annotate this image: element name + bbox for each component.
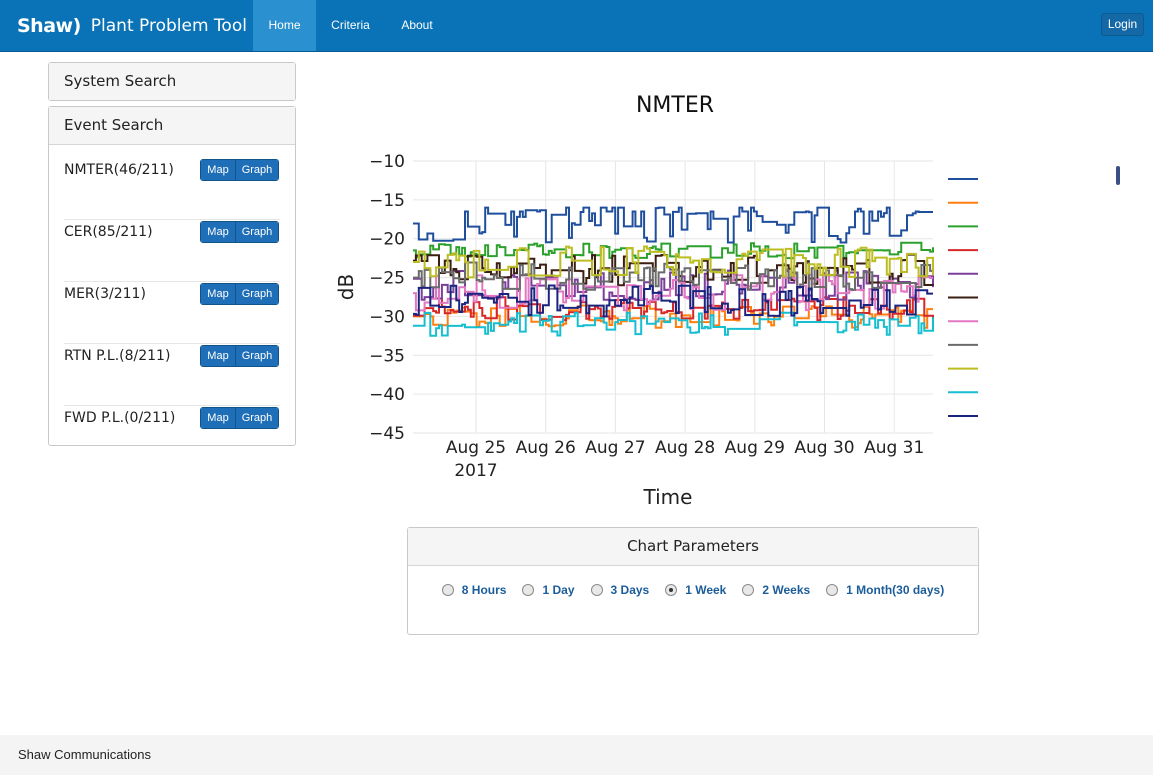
event-label: CER(85/211) <box>64 224 153 240</box>
x-tick-label: Aug 29 <box>725 438 785 458</box>
option-label: 2 Weeks <box>762 583 811 597</box>
event-label: RTN P.L.(8/211) <box>64 348 171 364</box>
series-line <box>413 245 934 279</box>
event-search-heading[interactable]: Event Search <box>49 107 295 145</box>
nav-home[interactable]: Home <box>253 0 316 51</box>
option-label: 1 Month(30 days) <box>846 583 945 597</box>
event-label: MER(3/211) <box>64 286 146 302</box>
option-3-days[interactable]: 3 Days <box>590 583 650 597</box>
x-tick-year: 2017 <box>454 461 497 481</box>
radio-button-selected[interactable] <box>665 584 678 596</box>
option-1-month[interactable]: 1 Month(30 days) <box>826 583 944 597</box>
event-button-group: Map Graph <box>200 407 279 429</box>
radio-button[interactable] <box>522 584 535 596</box>
y-tick-label: −30 <box>369 307 405 327</box>
y-tick-label: −20 <box>369 230 405 250</box>
footer: Shaw Communications <box>0 735 1153 775</box>
graph-button[interactable]: Graph <box>236 160 278 180</box>
y-axis-label: dB <box>334 274 358 300</box>
graph-button[interactable]: Graph <box>236 346 278 366</box>
series-line <box>413 241 934 260</box>
series-line <box>413 253 934 287</box>
graph-button[interactable]: Graph <box>236 408 278 428</box>
y-tick-label: −40 <box>369 385 405 405</box>
top-navbar: Shaw) Plant Problem Tool Home Criteria A… <box>0 0 1153 52</box>
option-label: 3 Days <box>610 583 650 597</box>
shaw-logo: Shaw) <box>17 15 81 37</box>
event-label: NMTER(46/211) <box>64 162 174 178</box>
chart-title: NMTER <box>636 93 714 118</box>
graph-button[interactable]: Graph <box>236 222 278 242</box>
event-button-group: Map Graph <box>200 283 279 305</box>
radio-button[interactable] <box>826 584 839 596</box>
app-title: Plant Problem Tool <box>90 16 247 36</box>
x-tick-label: Aug 27 <box>585 438 645 458</box>
option-1-day[interactable]: 1 Day <box>522 583 575 597</box>
brand[interactable]: Shaw) Plant Problem Tool <box>17 13 247 39</box>
chart-parameters-heading: Chart Parameters <box>408 528 978 566</box>
footer-text: Shaw Communications <box>18 747 151 762</box>
event-row-fwd-pl: FWD P.L.(0/211) Map Graph <box>64 405 280 467</box>
event-search-panel: Event Search NMTER(46/211) Map Graph CER… <box>48 106 296 446</box>
option-label: 1 Day <box>542 583 575 597</box>
graph-button[interactable]: Graph <box>236 284 278 304</box>
time-range-options: 8 Hours 1 Day 3 Days 1 Week 2 Weeks 1 Mo… <box>408 583 978 597</box>
map-button[interactable]: Map <box>201 222 236 242</box>
login-button[interactable]: Login <box>1101 13 1144 36</box>
map-button[interactable]: Map <box>201 160 236 180</box>
y-tick-label: −35 <box>369 346 405 366</box>
event-row-mer: MER(3/211) Map Graph <box>64 281 280 344</box>
radio-button[interactable] <box>742 584 755 596</box>
series-line <box>413 273 933 312</box>
radio-button[interactable] <box>590 584 603 596</box>
nav-criteria[interactable]: Criteria <box>331 18 370 32</box>
option-2-weeks[interactable]: 2 Weeks <box>742 583 810 597</box>
map-button[interactable]: Map <box>201 284 236 304</box>
y-tick-label: −10 <box>369 152 405 172</box>
system-search-panel[interactable]: System Search <box>48 62 296 101</box>
event-row-nmter: NMTER(46/211) Map Graph <box>64 157 280 220</box>
event-button-group: Map Graph <box>200 221 279 243</box>
x-tick-label: Aug 31 <box>864 438 924 458</box>
chart-svg[interactable]: NMTER −10 −15 −20 −25 −30 −35 −40 −45 Aug 25 Aug 2… <box>320 80 1120 520</box>
x-tick-label: Aug 26 <box>516 438 576 458</box>
event-label: FWD P.L.(0/211) <box>64 410 176 426</box>
map-button[interactable]: Map <box>201 346 236 366</box>
event-row-cer: CER(85/211) Map Graph <box>64 219 280 282</box>
nmter-chart[interactable]: NMTER −10 −15 −20 −25 −30 −35 −40 −45 Aug 25 Aug 2… <box>320 80 1120 520</box>
x-tick-label: Aug 25 <box>446 438 506 458</box>
series-line <box>413 284 933 318</box>
x-tick-label: Aug 28 <box>655 438 715 458</box>
radio-button[interactable] <box>441 584 454 596</box>
map-button[interactable]: Map <box>201 408 236 428</box>
y-tick-label: −25 <box>369 269 405 289</box>
series-line <box>413 311 934 337</box>
event-button-group: Map Graph <box>200 345 279 367</box>
option-8-hours[interactable]: 8 Hours <box>441 583 507 597</box>
legend-scrollbar[interactable] <box>1116 166 1120 185</box>
system-search-heading[interactable]: System Search <box>49 63 295 100</box>
nav-about[interactable]: About <box>401 18 433 32</box>
y-tick-label: −45 <box>369 424 405 444</box>
x-tick-label: Aug 30 <box>794 438 854 458</box>
x-axis-label: Time <box>643 485 693 509</box>
event-button-group: Map Graph <box>200 159 279 181</box>
event-row-rtn-pl: RTN P.L.(8/211) Map Graph <box>64 343 280 406</box>
option-label: 8 Hours <box>461 583 507 597</box>
chart-parameters-panel: Chart Parameters 8 Hours 1 Day 3 Days 1 … <box>407 527 979 635</box>
option-label: 1 Week <box>685 583 727 597</box>
y-tick-label: −15 <box>369 191 405 211</box>
series-line <box>413 206 933 244</box>
option-1-week[interactable]: 1 Week <box>665 583 726 597</box>
